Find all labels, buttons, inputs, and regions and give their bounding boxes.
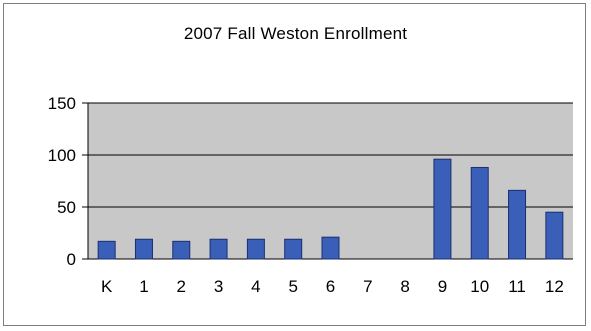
x-tick-label: 4 xyxy=(251,277,260,296)
x-tick-label: 2 xyxy=(177,277,186,296)
plot-area xyxy=(88,103,573,259)
x-tick-label: 11 xyxy=(508,277,526,296)
y-tick-label: 0 xyxy=(67,250,76,269)
bar-10 xyxy=(470,166,489,260)
bar-2 xyxy=(172,240,191,260)
y-tick-label: 150 xyxy=(48,94,76,113)
x-tick-label: 12 xyxy=(545,277,564,296)
x-tick-label: 5 xyxy=(288,277,297,296)
bar-1 xyxy=(134,238,153,260)
x-tick-label: 9 xyxy=(438,277,447,296)
y-tick-label: 50 xyxy=(57,198,76,217)
x-tick-label: K xyxy=(101,277,113,296)
bar-4 xyxy=(246,238,265,260)
bar-12 xyxy=(545,211,564,260)
x-tick-label: 10 xyxy=(470,277,489,296)
x-tick-label: 6 xyxy=(326,277,335,296)
x-tick-label: 1 xyxy=(139,277,148,296)
chart-title: 2007 Fall Weston Enrollment xyxy=(183,24,408,43)
bar-11 xyxy=(508,189,527,260)
x-tick-label: 7 xyxy=(363,277,372,296)
x-tick-label: 8 xyxy=(400,277,409,296)
bar-9 xyxy=(433,158,452,260)
x-tick-label: 3 xyxy=(214,277,223,296)
bar-5 xyxy=(284,238,303,260)
y-tick-label: 100 xyxy=(48,146,76,165)
bar-K xyxy=(97,240,116,260)
bar-6 xyxy=(321,236,340,260)
bar-3 xyxy=(209,238,228,260)
